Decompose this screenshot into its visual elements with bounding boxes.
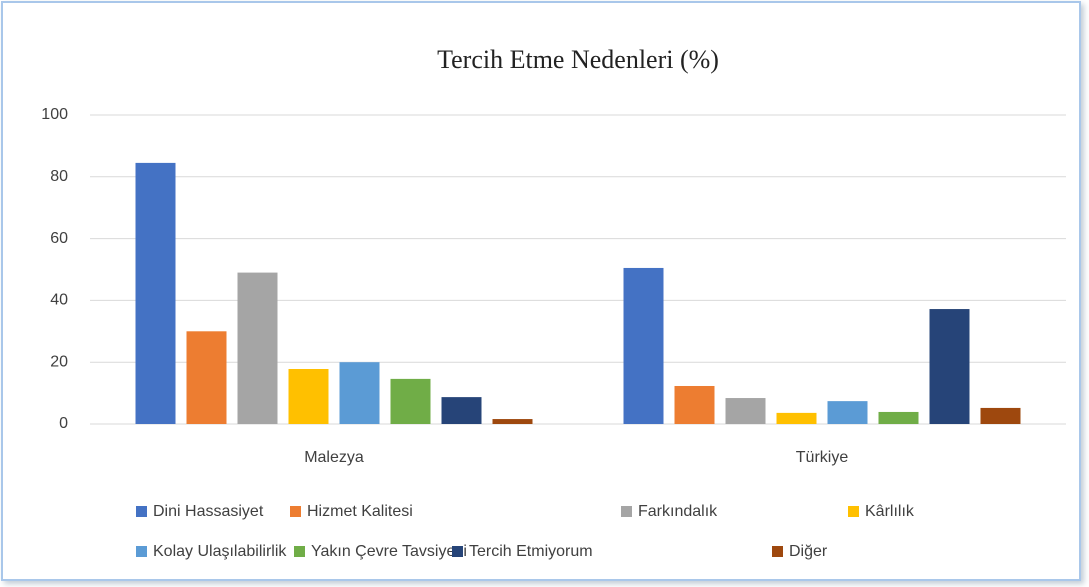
- legend-swatch: [621, 506, 632, 517]
- bar: [725, 398, 766, 424]
- bar: [929, 309, 970, 424]
- legend-swatch: [136, 506, 147, 517]
- legend-swatch: [772, 546, 783, 557]
- chart-title: Tercih Etme Nedenleri (%): [437, 45, 719, 74]
- y-tick-label: 20: [50, 353, 68, 370]
- legend-label: Kârlılık: [865, 503, 915, 520]
- bar: [135, 162, 176, 424]
- bar: [237, 272, 278, 424]
- x-tick-label: Malezya: [304, 449, 364, 466]
- bar: [288, 368, 329, 424]
- y-tick-label: 0: [59, 415, 68, 432]
- legend-label: Farkındalık: [638, 503, 718, 520]
- y-tick-label: 100: [41, 106, 68, 123]
- chart-frame: [1, 1, 1081, 581]
- legend-label: Dini Hassasiyet: [153, 503, 264, 520]
- x-tick-label: Türkiye: [796, 449, 849, 466]
- bar: [623, 267, 664, 424]
- bar: [186, 331, 227, 424]
- legend-swatch: [290, 506, 301, 517]
- bar: [441, 397, 482, 424]
- bar: [492, 419, 533, 424]
- legend-label: Diğer: [789, 543, 828, 560]
- legend-label: Yakın Çevre Tavsiyesi: [311, 543, 467, 560]
- legend-swatch: [294, 546, 305, 557]
- y-tick-label: 40: [50, 292, 68, 309]
- bar: [827, 401, 868, 424]
- bar: [980, 407, 1021, 424]
- bar: [339, 362, 380, 424]
- legend-swatch: [452, 546, 463, 557]
- legend-swatch: [848, 506, 859, 517]
- bar: [674, 385, 715, 424]
- bar: [776, 412, 817, 424]
- bar: [878, 411, 919, 424]
- y-tick-label: 60: [50, 230, 68, 247]
- legend-label: Tercih Etmiyorum: [469, 543, 593, 560]
- y-tick-label: 80: [50, 168, 68, 185]
- legend-label: Hizmet Kalitesi: [307, 503, 413, 520]
- legend-label: Kolay Ulaşılabilirlik: [153, 543, 287, 560]
- legend-swatch: [136, 546, 147, 557]
- bar: [390, 378, 431, 424]
